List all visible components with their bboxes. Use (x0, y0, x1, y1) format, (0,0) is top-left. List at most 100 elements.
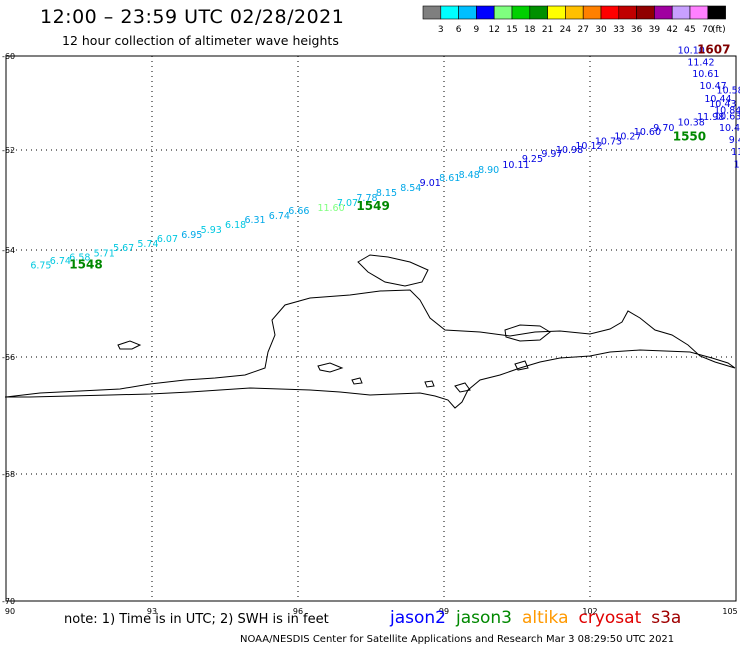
wave-height-value: 6.74 (50, 256, 71, 267)
colorbar-unit-label: (ft) (712, 25, 726, 35)
wave-height-value: 5.67 (113, 243, 134, 254)
wave-height-value: 8.48 (459, 170, 480, 181)
colorbar-tick-label: 39 (649, 25, 661, 35)
colorbar-tick-label: 24 (560, 25, 572, 35)
wave-height-value: 10.27 (614, 132, 641, 143)
colorbar-tick-label: 9 (474, 25, 480, 35)
wave-height-value: 8.61 (439, 173, 460, 184)
wave-height-value: 9.48 (729, 135, 740, 146)
wave-height-value: 10.84 (714, 105, 740, 116)
wave-height-value: 10.73 (595, 136, 622, 147)
legend-satellite-cryosat: cryosat (578, 608, 642, 628)
colorbar-tick-label: 15 (506, 25, 517, 35)
footer-note: note: 1) Time is in UTC; 2) SWH is in fe… (64, 612, 329, 627)
wave-height-value: 10.10 (678, 46, 705, 57)
colorbar-tick-label: 30 (595, 25, 607, 35)
longitude-label: 96 (293, 607, 303, 616)
wave-height-value: 9.25 (522, 154, 543, 165)
colorbar-tick-label: 21 (542, 25, 553, 35)
legend-satellite-s3a: s3a (651, 608, 682, 628)
wave-height-value: 10.38 (678, 118, 705, 129)
wave-height-value: 10.43 (709, 99, 736, 110)
legend-satellite-jason2: jason2 (390, 608, 446, 628)
map-frame (5, 55, 737, 602)
wave-height-value: 10.58 (717, 86, 740, 97)
wave-height-value: 10.98 (556, 145, 583, 156)
longitude-label: 105 (722, 607, 737, 616)
coastline (5, 289, 736, 409)
wave-height-value: 6.74 (269, 211, 290, 222)
island-outline (504, 324, 551, 342)
wave-height-value: 9.01 (420, 178, 441, 189)
latitude-label: -64 (2, 246, 15, 255)
latitude-label: -66 (2, 353, 15, 362)
orbit-pass-label: 1550 (673, 130, 706, 144)
orbit-pass-label: 1549 (356, 199, 389, 213)
colorbar-tick-label: 70 (702, 25, 714, 35)
latitude-label: -68 (2, 470, 15, 479)
wave-height-value: 11.98 (697, 112, 724, 123)
wave-height-value: 10.12 (575, 141, 602, 152)
wave-height-value: 10.11 (502, 160, 529, 171)
wave-height-value: 6.95 (181, 230, 202, 241)
wave-height-value: 6.18 (225, 220, 246, 231)
satellite-legend: jason2 jason3 altika cryosat s3a (390, 608, 691, 628)
colorbar-tick-label: 27 (577, 25, 588, 35)
wave-height-value: 6.31 (244, 215, 265, 226)
wave-height-value: 8.15 (376, 188, 397, 199)
colorbar-tick-label: 3 (438, 25, 444, 35)
wave-height-value: 11.60 (317, 203, 344, 214)
color-scale-bar: 3 6 9 12 15 18 21 24 27 30 33 36 39 42 45 70(ft) (422, 5, 726, 35)
wave-height-value: 8.54 (400, 183, 421, 194)
latitude-label: -70 (2, 597, 15, 606)
wave-height-value: 6.75 (30, 261, 51, 272)
credit-line: NOAA/NESDIS Center for Satellite Applica… (240, 634, 675, 645)
orbit-pass-label: 1548 (69, 258, 102, 272)
colorbar-tick-label: 42 (666, 25, 677, 35)
wave-height-value: 8.90 (478, 165, 499, 176)
wave-height-value: 10.41 (719, 123, 740, 134)
island-outline (117, 340, 142, 350)
wave-height-value: 9.70 (653, 123, 674, 134)
wave-height-value: 11.42 (687, 57, 714, 68)
island-outline (424, 380, 435, 388)
longitude-label: 90 (5, 607, 15, 616)
wave-height-value: 11 (734, 160, 740, 171)
latitude-label: -62 (2, 146, 15, 155)
wave-height-value: 7.07 (337, 198, 358, 209)
wave-height-value: 10.63 (714, 111, 740, 122)
legend-satellite-altika: altika (522, 608, 569, 628)
wave-height-value: 6.58 (69, 253, 90, 264)
orbit-pass-label: 1607 (697, 43, 730, 57)
wave-height-value: 5.93 (201, 225, 222, 236)
colorbar-tick-label: 33 (613, 25, 624, 35)
wave-height-value: 10.61 (692, 69, 719, 80)
colorbar-swatch (707, 5, 726, 20)
longitude-label: 99 (439, 607, 449, 616)
wave-height-value: 10.60 (634, 127, 661, 138)
longitude-label: 102 (582, 607, 597, 616)
wave-height-value: 10.44 (704, 94, 731, 105)
island-outline (454, 382, 471, 393)
colorbar-tick-label: 18 (524, 25, 536, 35)
longitude-label: 93 (147, 607, 157, 616)
wave-height-value: 11.3 (731, 147, 740, 158)
colorbar-tick-label: 36 (631, 25, 643, 35)
wave-height-value: 10.47 (700, 81, 727, 92)
colorbar-tick-label: 45 (684, 25, 695, 35)
colorbar-tick-label: 6 (456, 25, 462, 35)
island-outline (317, 362, 344, 373)
chart-subtitle: 12 hour collection of altimeter wave hei… (62, 33, 339, 48)
colorbar-tick-label: 12 (488, 25, 499, 35)
wave-height-value: 9.97 (541, 149, 562, 160)
wave-height-value: 7.78 (356, 193, 377, 204)
latitude-label: -60 (2, 52, 15, 61)
wave-height-value: 5.71 (94, 248, 115, 259)
wave-height-value: 6.07 (157, 234, 178, 245)
legend-satellite-jason3: jason3 (456, 608, 512, 628)
island-outline (514, 360, 529, 371)
chart-title: 12:00 – 23:59 UTC 02/28/2021 (40, 6, 345, 28)
island-outline (357, 254, 429, 287)
island-outline (351, 377, 363, 385)
